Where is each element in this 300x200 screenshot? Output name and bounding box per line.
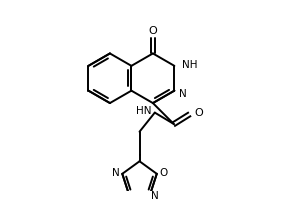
Text: O: O xyxy=(194,108,203,118)
Text: NH: NH xyxy=(182,60,197,70)
Text: N: N xyxy=(179,89,187,99)
Text: O: O xyxy=(159,168,168,178)
Text: O: O xyxy=(148,26,157,36)
Text: HN: HN xyxy=(136,106,151,116)
Text: N: N xyxy=(112,168,119,178)
Text: N: N xyxy=(151,191,159,200)
